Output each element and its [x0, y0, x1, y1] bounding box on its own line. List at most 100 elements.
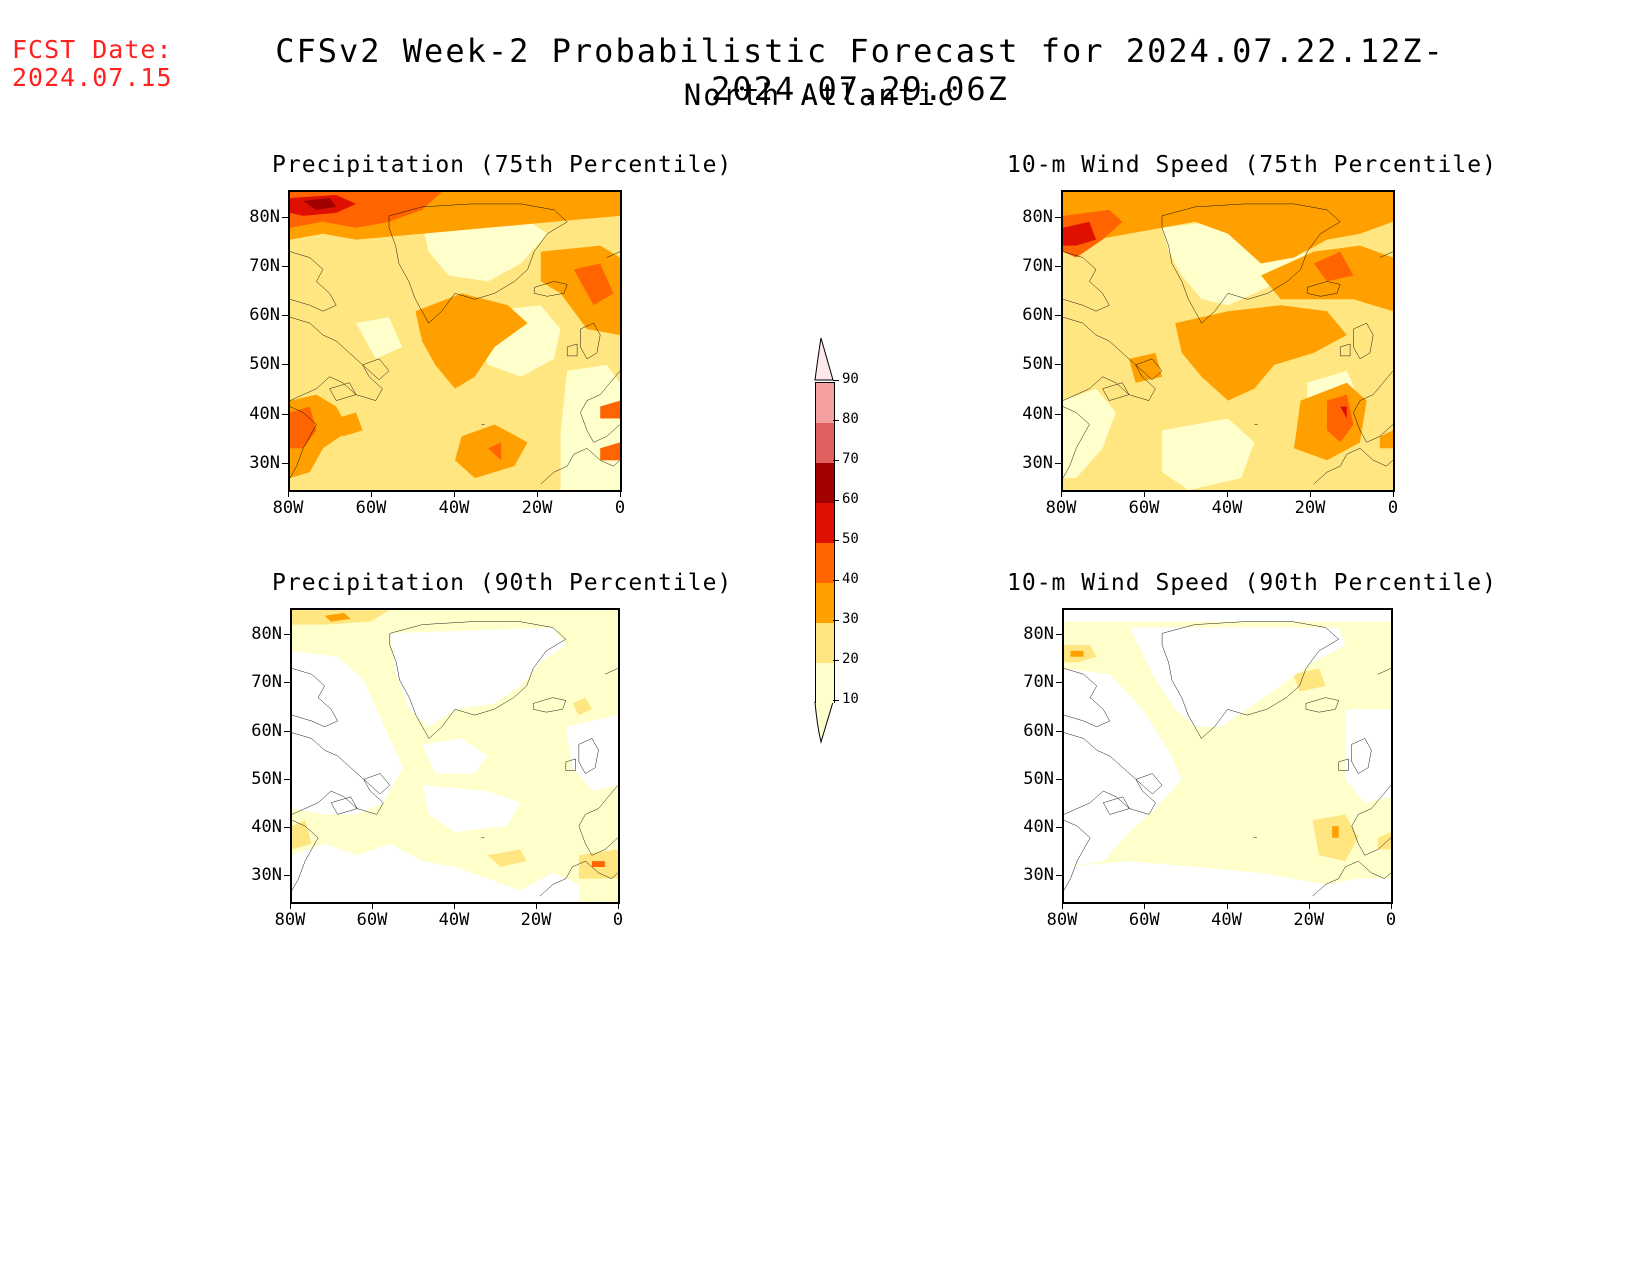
- lat-label: 30N: [251, 865, 282, 886]
- lat-label: 30N: [1022, 452, 1053, 473]
- coastline: [290, 317, 382, 400]
- probability-contour-c40: [600, 400, 620, 419]
- lat-label: 60N: [1023, 720, 1054, 741]
- below-threshold-area: [1064, 610, 1391, 622]
- coastline: [1136, 359, 1162, 380]
- lat-tick: [284, 682, 291, 684]
- coastline: [1353, 323, 1373, 359]
- coastline: [533, 698, 566, 713]
- coastline: [566, 759, 576, 771]
- lon-label: 20W: [520, 910, 552, 930]
- probability-field: [1063, 192, 1393, 490]
- probability-contour-c20: [1377, 831, 1391, 850]
- probability-contour-c30: [336, 412, 363, 437]
- probability-field: [290, 192, 620, 490]
- coastline: [290, 252, 336, 312]
- lat-tick: [282, 413, 289, 415]
- lat-label: 80N: [1023, 624, 1054, 645]
- region-subtitle: North Atlantic: [683, 78, 957, 112]
- probability-field: [1064, 610, 1391, 902]
- colorbar-label: 60: [842, 491, 859, 507]
- probability-contour-c40: [290, 406, 317, 449]
- lat-label: 80N: [251, 624, 282, 645]
- lon-label: 0: [612, 910, 624, 930]
- colorbar-tick: [833, 420, 839, 421]
- lon-tick: [1310, 490, 1311, 497]
- below-threshold-area: [292, 650, 403, 815]
- lat-label: 40N: [251, 817, 282, 837]
- coastline: [572, 861, 618, 879]
- probability-contour-c30: [1063, 192, 1393, 264]
- probability-contour-c20: [572, 697, 592, 716]
- probability-contour-c10: [1063, 388, 1116, 479]
- coastline: [1103, 383, 1129, 401]
- probability-contour-c50: [1340, 406, 1347, 419]
- coastline: [1063, 252, 1109, 312]
- lon-label: 60W: [1128, 498, 1160, 518]
- coastline: [292, 668, 338, 726]
- lat-label: 30N: [249, 452, 280, 473]
- colorbar-segment: [815, 662, 835, 703]
- lat-label: 40N: [1022, 403, 1053, 424]
- lon-tick: [1308, 902, 1310, 909]
- lon-label: 80W: [274, 910, 306, 930]
- colorbar-tick: [833, 660, 839, 661]
- lon-tick: [1393, 490, 1394, 497]
- coastline: [1064, 820, 1090, 890]
- colorbar-arrows: [814, 337, 834, 744]
- coastline: [1353, 371, 1393, 443]
- lat-tick: [284, 778, 291, 780]
- lon-tick: [290, 902, 291, 909]
- lat-tick: [1055, 315, 1062, 317]
- lat-label: 70N: [251, 672, 282, 693]
- coastline: [363, 359, 389, 380]
- lat-tick: [284, 730, 291, 732]
- lon-label: 40W: [438, 498, 470, 518]
- lon-label: 80W: [1045, 498, 1077, 518]
- coastline: [1340, 344, 1350, 356]
- lat-label: 70N: [249, 255, 280, 276]
- lat-tick: [282, 315, 289, 317]
- lat-tick: [284, 875, 291, 877]
- lon-label: 40W: [1211, 498, 1243, 518]
- probability-contour-c40: [591, 861, 605, 867]
- panel-title-precip-90: Precipitation (90th Percentile): [272, 570, 733, 596]
- lat-tick: [282, 265, 289, 267]
- probability-contour-c30: [1070, 650, 1084, 657]
- lat-label: 80N: [249, 206, 280, 227]
- coastline: [1162, 204, 1340, 323]
- lon-label: 60W: [355, 498, 387, 518]
- coastline: [580, 323, 600, 359]
- lon-tick: [536, 902, 537, 909]
- lon-tick: [618, 902, 619, 909]
- lat-tick: [1055, 462, 1062, 464]
- coastline: [292, 733, 383, 815]
- coastline: [580, 371, 620, 443]
- lon-tick: [1226, 902, 1228, 909]
- coastline: [574, 448, 620, 466]
- colorbar-segment: [815, 542, 835, 583]
- probability-contour-c30: [1129, 352, 1162, 383]
- lon-tick: [454, 490, 455, 497]
- probability-contour-c30: [1332, 826, 1339, 838]
- lat-tick: [1056, 730, 1063, 732]
- lat-tick: [1056, 634, 1063, 636]
- lat-tick: [1055, 216, 1062, 218]
- coastline: [1064, 668, 1110, 726]
- lat-label: 60N: [251, 720, 282, 741]
- colorbar-tick: [833, 620, 839, 621]
- lon-label: 0: [1385, 910, 1397, 930]
- lat-label: 80N: [1022, 206, 1053, 227]
- below-threshold-area: [422, 738, 488, 774]
- forecast-date-value: 2024.07.15: [12, 63, 173, 92]
- coastline: [1347, 448, 1393, 466]
- lon-label: 40W: [1211, 910, 1242, 930]
- colorbar-label: 30: [842, 611, 859, 627]
- lat-label: 30N: [1023, 865, 1054, 886]
- probability-field: [292, 610, 618, 902]
- probability-contour-c40: [600, 442, 620, 461]
- lat-tick: [1056, 875, 1063, 877]
- colorbar-tick: [833, 540, 839, 541]
- probability-contour-c10: [560, 364, 620, 490]
- colorbar-tick: [833, 460, 839, 461]
